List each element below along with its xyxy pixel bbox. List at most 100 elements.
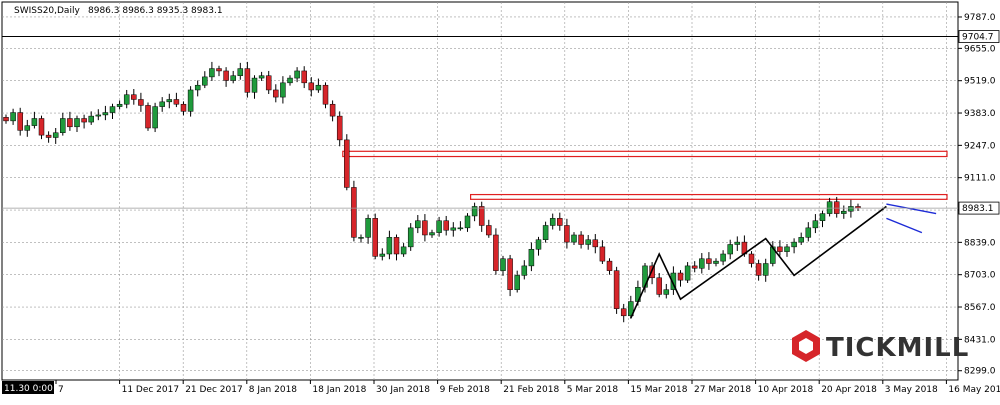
ohlc-readout: 8986.3 8986.3 8935.3 8983.1	[88, 6, 223, 16]
candle-body	[344, 139, 350, 188]
resistance-zones	[342, 150, 948, 200]
candle-body	[422, 220, 428, 236]
candle-body	[52, 132, 59, 138]
candle-body	[386, 237, 393, 255]
x-tick-label: 16 May 2018	[948, 385, 1000, 395]
candle-body	[351, 187, 357, 238]
candle-body	[471, 206, 478, 217]
x-tick-label: 20 Apr 2018	[821, 385, 877, 395]
candle-body	[493, 234, 499, 271]
candle-body	[102, 112, 109, 116]
candle-body	[145, 105, 151, 129]
candle-body	[748, 253, 755, 264]
candle-body	[585, 239, 591, 245]
drawn-patterns	[2, 36, 958, 319]
candle-body	[656, 277, 662, 295]
candle-body	[599, 246, 606, 262]
candle-body	[60, 118, 66, 134]
candle-body	[571, 234, 577, 243]
x-tick-label: 21 Dec 2017	[185, 385, 243, 395]
candle-body	[223, 70, 229, 81]
candle-body	[450, 227, 457, 231]
plot-frame	[1, 1, 959, 381]
x-tick-label: 3 May 2018	[885, 385, 938, 395]
x-tick-label: 21 Feb 2018	[503, 385, 559, 395]
candle-body	[826, 201, 833, 214]
candle-body	[841, 210, 847, 214]
candle-body	[315, 84, 322, 91]
candle-body	[265, 75, 272, 91]
candle-body	[833, 201, 840, 214]
candle-body	[237, 68, 244, 76]
y-tick-label: 9383.0	[964, 109, 996, 119]
candle-body	[564, 225, 570, 243]
candle-body	[812, 220, 819, 229]
y-tick-label: 8567.0	[964, 303, 996, 313]
candle-body	[578, 234, 584, 245]
candle-body	[464, 215, 471, 229]
resistance-zone	[470, 193, 948, 200]
x-tick-label: 9 Feb 2018	[440, 385, 491, 395]
candle-body	[798, 237, 804, 243]
candle-body	[230, 75, 236, 81]
candle-body	[301, 70, 307, 84]
candle-body	[244, 68, 251, 93]
candle-body	[379, 253, 386, 257]
price-axis: 9787.09655.09519.09383.09247.09111.08975…	[958, 13, 1000, 377]
candle-body	[287, 77, 293, 84]
candle-body	[663, 289, 670, 295]
candle-body	[88, 115, 94, 123]
candle-body	[755, 263, 762, 276]
candle-body	[486, 225, 492, 236]
candle-body	[159, 101, 165, 107]
x-tick-label: 8 Jan 2018	[249, 385, 297, 395]
y-tick-label: 8431.0	[964, 335, 996, 345]
candle-body	[762, 263, 769, 276]
candle-body	[258, 75, 265, 79]
candle-body	[400, 246, 407, 255]
candle-body	[166, 99, 173, 103]
candle-body	[280, 82, 286, 98]
candle-body	[365, 218, 371, 238]
candle-body	[45, 134, 52, 138]
candle-body	[713, 260, 719, 264]
candle-body	[691, 265, 698, 269]
hline-price-box	[958, 30, 1000, 43]
candle-body	[216, 68, 222, 72]
candle-body	[209, 68, 215, 78]
candle-body	[528, 248, 535, 267]
current-price-box	[958, 201, 1000, 215]
candle-body	[358, 237, 364, 239]
candle-body	[152, 106, 158, 129]
x-first-label: 11.30 0:00	[4, 384, 53, 394]
y-tick-label: 9787.0	[964, 13, 996, 23]
x-tick-label: 10 Apr 2018	[758, 385, 814, 395]
candle-body	[613, 270, 620, 309]
candle-body	[322, 84, 329, 105]
y-tick-label: 9655.0	[964, 44, 996, 54]
candle-body	[74, 118, 80, 128]
candle-body	[443, 220, 449, 231]
candle-body	[727, 244, 733, 255]
x-tick-label: 11 Dec 2017	[122, 385, 180, 395]
candle-body	[251, 77, 258, 93]
candle-body	[791, 241, 797, 248]
y-tick-label: 8703.0	[964, 271, 996, 281]
candle-body	[628, 301, 634, 317]
candle-body	[131, 94, 137, 100]
candle-body	[393, 237, 400, 255]
candle-body	[542, 225, 549, 240]
candle-body	[407, 227, 414, 248]
candle-body	[557, 218, 563, 226]
candle-body	[180, 103, 187, 112]
candle-body	[109, 106, 116, 113]
candle-body	[535, 239, 542, 250]
current-price-label: 8983.1	[962, 204, 994, 214]
logo-hexagon-inner-icon	[799, 338, 813, 354]
candle-body	[67, 118, 73, 128]
y-tick-label: 8299.0	[964, 367, 996, 377]
candle-body	[173, 99, 180, 105]
x-tick-label: 30 Jan 2018	[376, 385, 430, 395]
